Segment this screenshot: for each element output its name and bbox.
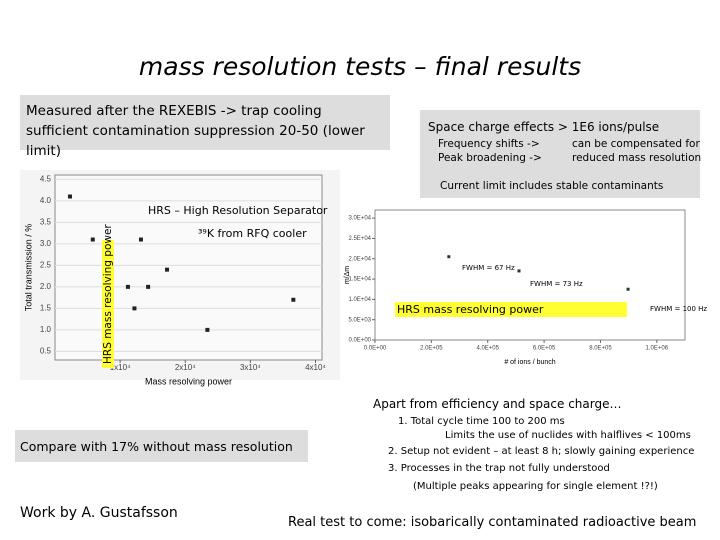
list-item: 2. Setup not evident – at least 8 h; slo…: [388, 446, 695, 457]
x-tick-label: 6.0E+05: [533, 346, 556, 352]
row-label: Frequency shifts ->: [438, 138, 540, 150]
list-item: Limits the use of nuclides with halflive…: [445, 430, 691, 441]
y-tick-label: 1.5: [40, 303, 52, 312]
y-tick-label: 4.5: [40, 174, 52, 183]
x-axis-label: # of ions / bunch: [504, 359, 555, 366]
y-tick-label: 0.5: [40, 347, 52, 356]
annotation: FWHM = 67 Hz: [462, 264, 515, 272]
y-tick-label: 2.5: [40, 260, 52, 269]
x-tick-label: 4.0E+05: [476, 346, 499, 352]
x-tick-label: 2.0E+05: [420, 346, 443, 352]
list-item: (Multiple peaks appearing for single ele…: [413, 481, 658, 492]
y-tick-label: 3.5: [40, 217, 52, 226]
x-axis-label: Mass resolving power: [145, 376, 232, 386]
annotation: HRS mass resolving power: [102, 224, 114, 368]
x-tick-label: 1x10⁴: [110, 363, 131, 372]
point: [138, 237, 143, 242]
list-item: 1. Total cycle time 100 to 200 ms: [398, 416, 565, 427]
y-tick-label: 2.5E+04: [348, 236, 371, 242]
credit: Work by A. Gustafsson: [20, 505, 178, 521]
point: [125, 284, 130, 289]
y-tick-label: 1.0E+04: [348, 297, 371, 303]
point: [146, 284, 151, 289]
plot-area: [54, 174, 323, 361]
point: [132, 306, 137, 311]
y-axis-label: m/Δm: [344, 266, 351, 284]
apart-heading: Apart from efficiency and space charge…: [373, 397, 622, 411]
x-tick-label: 0.0E+00: [364, 346, 387, 352]
plot-area: [374, 209, 686, 341]
y-tick-label: 5.0E+03: [348, 317, 371, 323]
title: mass resolution tests – final results: [138, 52, 582, 81]
annotation: HRS – High Resolution Separator: [148, 204, 328, 217]
y-tick-label: 4.0: [40, 196, 52, 205]
x-tick-label: 4x10⁴: [305, 363, 326, 372]
point: [90, 237, 95, 242]
y-tick-label: 1.5E+04: [348, 277, 371, 283]
annotation: HRS mass resolving power: [395, 302, 627, 317]
point: [447, 255, 451, 259]
point: [205, 327, 210, 332]
x-tick-label: 1.0E+06: [646, 346, 669, 352]
compare: Compare with 17% without mass resolution: [20, 439, 293, 454]
footer: Real test to come: isobarically contamin…: [288, 515, 697, 530]
y-tick-label: 3.0E+04: [348, 216, 371, 222]
annotation: FWHM = 100 Hz: [650, 305, 708, 313]
y-axis-label: Total transmission / %: [23, 224, 33, 312]
right-box-heading: Space charge effects > 1E6 ions/pulse: [428, 120, 660, 134]
y-tick-label: 2.0E+04: [348, 256, 371, 262]
annotation: FWHM = 73 Hz: [530, 280, 583, 288]
x-tick-label: 3x10⁴: [240, 363, 261, 372]
row-label: Peak broadening ->: [438, 152, 542, 164]
list-item: 3. Processes in the trap not fully under…: [388, 463, 610, 474]
x-tick-label: 2x10⁴: [175, 363, 196, 372]
row-value: can be compensated for: [572, 138, 700, 150]
point: [626, 287, 630, 291]
note: Current limit includes stable contaminan…: [440, 180, 664, 192]
y-tick-label: 0.0E+00: [348, 338, 371, 344]
y-tick-label: 1.0: [40, 325, 52, 334]
y-tick-label: 2.0: [40, 282, 52, 291]
point: [517, 269, 521, 273]
x-tick-label: 8.0E+05: [589, 346, 612, 352]
point: [291, 297, 296, 302]
left-box-text: Measured after the REXEBIS -> trap cooli…: [26, 103, 365, 159]
point: [165, 267, 170, 272]
y-tick-label: 3.0: [40, 239, 52, 248]
annotation: ³⁹K from RFQ cooler: [198, 227, 307, 240]
point: [67, 194, 72, 199]
row-value: reduced mass resolution: [572, 152, 702, 164]
